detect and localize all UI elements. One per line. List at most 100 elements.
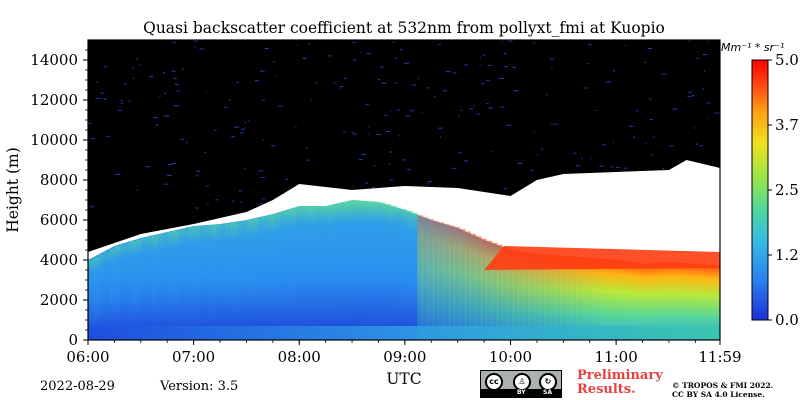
- signal-column: [141, 237, 147, 340]
- signal-column: [666, 262, 673, 340]
- noise-speck: [123, 83, 127, 85]
- noise-speck: [464, 160, 468, 162]
- signal-column: [390, 205, 397, 340]
- signal-column: [491, 242, 498, 340]
- signal-column: [656, 262, 663, 340]
- noise-speck: [100, 97, 102, 99]
- signal-column: [688, 263, 695, 340]
- noise-speck: [229, 99, 231, 101]
- y-tick-label: 10000: [30, 131, 78, 149]
- noise-speck: [696, 57, 700, 59]
- noise-speck: [490, 151, 493, 153]
- signal-column: [465, 231, 471, 340]
- noise-speck: [361, 153, 367, 155]
- noise-speck: [368, 126, 370, 128]
- signal-column: [146, 236, 153, 340]
- signal-column: [157, 234, 163, 340]
- noise-speck: [136, 189, 139, 191]
- signal-column: [311, 206, 317, 340]
- signal-column: [635, 262, 641, 340]
- noise-speck: [389, 151, 393, 153]
- signal-column: [268, 214, 275, 340]
- noise-speck: [285, 178, 289, 180]
- noise-speck: [469, 108, 474, 110]
- noise-speck: [405, 115, 410, 117]
- noise-speck: [512, 66, 516, 68]
- signal-column: [369, 201, 376, 340]
- signal-column: [88, 260, 94, 340]
- noise-speck: [500, 106, 505, 108]
- signal-column: [93, 257, 100, 340]
- noise-speck: [672, 108, 677, 110]
- signal-column: [704, 264, 710, 340]
- noise-speck: [546, 94, 548, 96]
- noise-speck: [248, 120, 250, 122]
- noise-speck: [365, 182, 369, 184]
- preliminary-results-note: Preliminary Results.: [577, 369, 677, 397]
- noise-speck: [278, 105, 284, 107]
- noise-speck: [390, 179, 394, 181]
- noise-speck: [306, 159, 310, 161]
- noise-speck: [100, 92, 104, 94]
- signal-column: [528, 252, 535, 340]
- noise-speck: [306, 147, 308, 149]
- noise-speck: [691, 95, 695, 97]
- noise-speck: [503, 188, 506, 190]
- noise-speck: [533, 42, 535, 44]
- chart-title: Quasi backscatter coefficient at 532nm f…: [143, 19, 665, 37]
- signal-column: [406, 210, 413, 340]
- noise-speck: [427, 183, 430, 185]
- cc-by-sa-license-badge[interactable]: cc ♙ ↻ BY SA: [480, 370, 562, 398]
- noise-speck: [438, 127, 443, 129]
- noise-speck: [343, 131, 346, 133]
- signal-column: [507, 248, 514, 340]
- version-label: Version: 3.5: [160, 379, 239, 394]
- noise-speck: [397, 135, 400, 137]
- signal-column: [650, 263, 657, 340]
- signal-column: [603, 259, 610, 340]
- signal-column: [194, 225, 201, 340]
- signal-column: [151, 235, 158, 340]
- y-tick-label: 14000: [30, 51, 78, 69]
- noise-speck: [90, 206, 94, 208]
- noise-speck: [644, 143, 647, 145]
- noise-speck: [530, 170, 534, 172]
- signal-column: [576, 257, 583, 340]
- signal-column: [326, 205, 333, 340]
- signal-column: [427, 218, 434, 340]
- noise-speck: [702, 88, 704, 90]
- noise-speck: [308, 43, 311, 45]
- signal-column: [629, 262, 636, 340]
- noise-speck: [159, 95, 161, 97]
- noise-speck: [388, 163, 391, 165]
- noise-speck: [240, 132, 244, 134]
- noise-speck: [153, 117, 158, 119]
- noise-speck: [139, 64, 142, 66]
- signal-column: [560, 255, 567, 340]
- noise-speck: [343, 77, 347, 79]
- noise-speck: [649, 98, 652, 100]
- noise-speck: [238, 190, 242, 192]
- noise-speck: [442, 90, 448, 92]
- noise-speck: [402, 159, 407, 161]
- noise-speck: [650, 119, 653, 121]
- signal-column: [709, 265, 716, 340]
- signal-column: [215, 224, 222, 340]
- noise-speck: [115, 173, 121, 175]
- noise-speck: [181, 68, 184, 70]
- noise-speck: [636, 110, 639, 112]
- noise-speck: [404, 62, 409, 64]
- noise-speck: [176, 90, 181, 92]
- noise-speck: [451, 167, 457, 169]
- noise-speck: [120, 102, 124, 104]
- noise-speck: [378, 79, 380, 81]
- noise-speck: [241, 128, 245, 130]
- noise-speck: [632, 136, 636, 138]
- signal-column: [565, 256, 572, 340]
- noise-speck: [186, 141, 188, 143]
- copyright-line-1: © TROPOS & FMI 2022.: [672, 381, 774, 390]
- noise-speck: [302, 57, 307, 59]
- noise-speck: [274, 74, 276, 76]
- noise-speck: [365, 104, 369, 106]
- noise-speck: [373, 165, 376, 167]
